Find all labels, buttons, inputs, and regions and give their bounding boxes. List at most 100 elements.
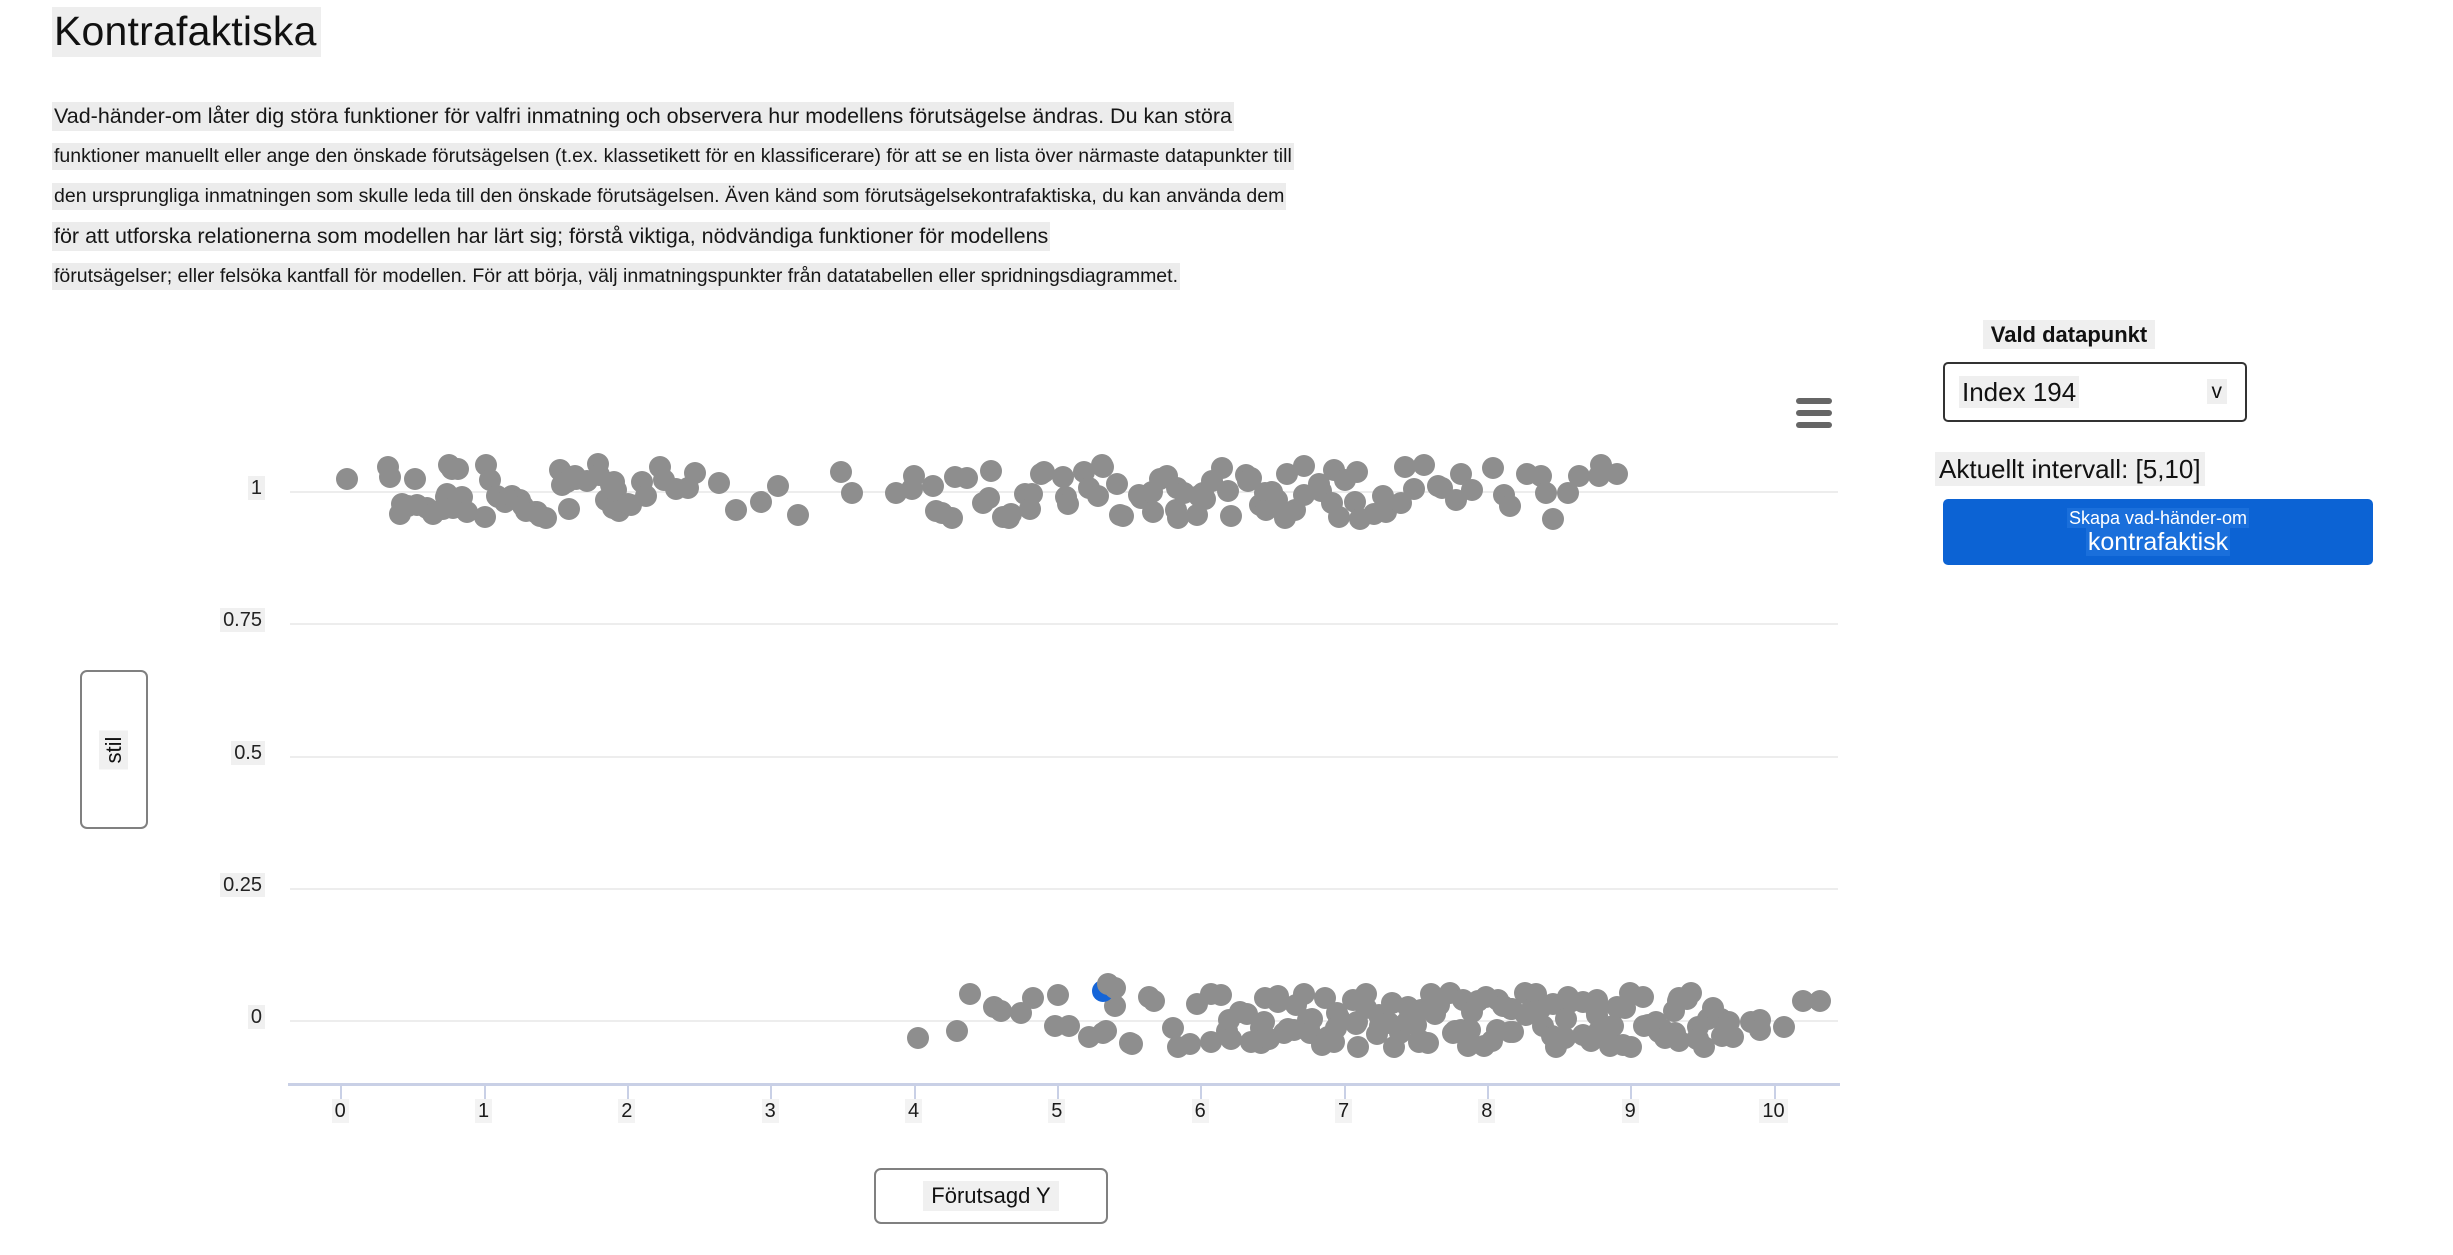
data-point[interactable] — [725, 499, 748, 522]
data-point[interactable] — [1402, 477, 1425, 500]
data-point[interactable] — [1500, 997, 1523, 1020]
selected-data-point[interactable] — [1091, 979, 1114, 1002]
data-point[interactable] — [500, 484, 523, 507]
data-point[interactable] — [1311, 1033, 1334, 1056]
data-point[interactable] — [1285, 993, 1308, 1016]
data-point[interactable] — [1018, 497, 1041, 520]
data-point[interactable] — [1428, 993, 1451, 1016]
data-point[interactable] — [1078, 476, 1101, 499]
data-point[interactable] — [1111, 504, 1134, 527]
data-point[interactable] — [1267, 991, 1290, 1014]
data-point[interactable] — [1408, 1030, 1431, 1053]
data-point[interactable] — [1409, 999, 1432, 1022]
data-point[interactable] — [1346, 1011, 1369, 1034]
data-point[interactable] — [1284, 499, 1307, 521]
data-point[interactable] — [1347, 1035, 1370, 1058]
data-point[interactable] — [512, 495, 535, 518]
data-point[interactable] — [1637, 1014, 1660, 1037]
data-point[interactable] — [901, 477, 924, 500]
data-point[interactable] — [1467, 990, 1490, 1013]
data-point[interactable] — [1344, 1012, 1367, 1035]
data-point[interactable] — [1239, 466, 1262, 489]
data-point[interactable] — [1647, 1021, 1670, 1044]
data-point[interactable] — [902, 465, 925, 488]
data-point[interactable] — [616, 493, 639, 516]
data-point[interactable] — [1341, 989, 1364, 1012]
create-counterfactual-button[interactable]: Skapa vad-händer-om kontrafaktisk — [1943, 499, 2373, 565]
data-point[interactable] — [1605, 996, 1628, 1019]
data-point[interactable] — [1605, 462, 1628, 485]
data-point[interactable] — [524, 501, 547, 524]
data-point[interactable] — [1722, 1026, 1745, 1049]
data-point[interactable] — [1667, 986, 1690, 1009]
data-point[interactable] — [455, 500, 478, 523]
data-point[interactable] — [619, 493, 642, 516]
data-point[interactable] — [436, 482, 459, 505]
data-point[interactable] — [1188, 485, 1211, 508]
data-point[interactable] — [1590, 454, 1612, 477]
data-point[interactable] — [1240, 1030, 1263, 1053]
data-point[interactable] — [1809, 989, 1832, 1012]
data-point[interactable] — [403, 467, 426, 490]
data-point[interactable] — [1620, 1035, 1643, 1058]
data-point[interactable] — [1219, 1027, 1242, 1050]
data-point[interactable] — [1404, 1014, 1427, 1037]
data-point[interactable] — [335, 468, 358, 491]
data-point[interactable] — [1276, 463, 1299, 486]
data-point[interactable] — [601, 497, 624, 520]
data-point[interactable] — [1293, 455, 1316, 478]
data-point[interactable] — [1272, 1021, 1295, 1044]
data-point[interactable] — [1094, 1019, 1117, 1042]
data-point[interactable] — [946, 1019, 969, 1042]
data-point[interactable] — [1266, 985, 1289, 1008]
data-point[interactable] — [1584, 998, 1607, 1021]
data-point[interactable] — [1092, 1021, 1115, 1044]
data-point[interactable] — [1501, 997, 1524, 1020]
data-point[interactable] — [1585, 1003, 1608, 1026]
data-point[interactable] — [451, 485, 474, 508]
data-point[interactable] — [562, 466, 585, 489]
data-point[interactable] — [388, 502, 411, 525]
data-point[interactable] — [906, 1027, 929, 1050]
data-point[interactable] — [1055, 485, 1078, 508]
data-point[interactable] — [1459, 1019, 1482, 1042]
data-point[interactable] — [1372, 485, 1395, 508]
data-point[interactable] — [1390, 491, 1413, 514]
data-point[interactable] — [1141, 500, 1164, 523]
data-point[interactable] — [1460, 478, 1483, 501]
data-point[interactable] — [1588, 464, 1611, 487]
data-point[interactable] — [1323, 1030, 1346, 1053]
data-point[interactable] — [1323, 459, 1346, 482]
data-point[interactable] — [1209, 983, 1232, 1006]
data-point[interactable] — [587, 453, 610, 476]
data-point[interactable] — [1525, 983, 1548, 1006]
data-point[interactable] — [1417, 1032, 1440, 1054]
data-point[interactable] — [1619, 982, 1642, 1004]
data-point[interactable] — [1410, 1030, 1433, 1053]
data-point[interactable] — [1613, 997, 1636, 1020]
data-point[interactable] — [648, 456, 671, 479]
data-point[interactable] — [943, 465, 966, 488]
data-point[interactable] — [515, 500, 538, 523]
data-point[interactable] — [1142, 989, 1165, 1012]
data-point[interactable] — [1293, 484, 1316, 507]
data-point[interactable] — [1121, 1033, 1144, 1056]
data-point[interactable] — [1388, 1021, 1411, 1044]
data-point[interactable] — [1378, 1011, 1401, 1034]
data-point[interactable] — [390, 493, 413, 516]
data-point[interactable] — [575, 470, 598, 493]
data-point[interactable] — [1149, 467, 1172, 490]
data-point[interactable] — [548, 458, 571, 481]
data-point[interactable] — [1487, 989, 1510, 1012]
data-point[interactable] — [485, 484, 508, 507]
data-point[interactable] — [1033, 461, 1056, 484]
data-point[interactable] — [1438, 981, 1461, 1004]
data-point[interactable] — [1572, 991, 1595, 1014]
data-point[interactable] — [635, 485, 658, 508]
data-point[interactable] — [442, 496, 465, 519]
data-point[interactable] — [1165, 476, 1188, 499]
data-point[interactable] — [1345, 460, 1368, 483]
data-point[interactable] — [1057, 493, 1080, 516]
data-point[interactable] — [1164, 498, 1187, 521]
data-point[interactable] — [1521, 997, 1544, 1020]
